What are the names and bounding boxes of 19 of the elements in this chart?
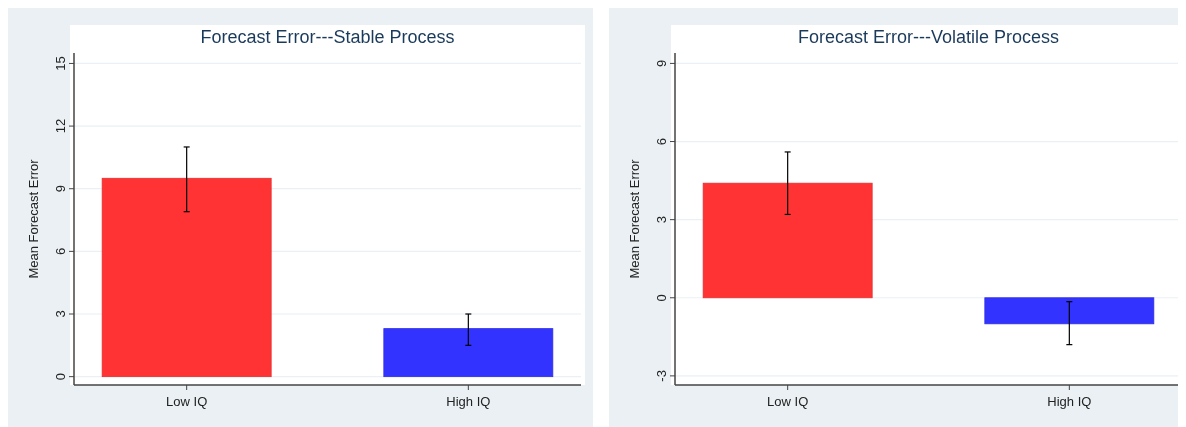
y-axis-title: Mean Forecast Error bbox=[26, 158, 41, 279]
y-tick-label: 3 bbox=[53, 310, 68, 318]
x-tick-label: High IQ bbox=[446, 394, 491, 409]
chart-title: Forecast Error---Volatile Process bbox=[797, 27, 1060, 47]
y-tick-label: 9 bbox=[53, 185, 68, 193]
y-tick-label: 3 bbox=[654, 216, 669, 224]
y-tick-label: 6 bbox=[654, 137, 669, 146]
x-tick-label: Low IQ bbox=[767, 394, 809, 409]
y-tick-label: 0 bbox=[53, 373, 68, 381]
y-tick-label: 0 bbox=[654, 294, 669, 302]
y-tick-label: 9 bbox=[654, 59, 669, 68]
y-tick-label: 15 bbox=[53, 56, 68, 71]
x-tick-label: High IQ bbox=[1047, 394, 1092, 409]
chart-title: Forecast Error---Stable Process bbox=[200, 27, 455, 47]
y-tick-label: 12 bbox=[53, 118, 68, 134]
y-tick-label: -3 bbox=[654, 370, 669, 382]
y-tick-label: 6 bbox=[53, 247, 68, 255]
x-tick-label: Low IQ bbox=[166, 394, 208, 409]
y-axis-title: Mean Forecast Error bbox=[627, 158, 642, 279]
